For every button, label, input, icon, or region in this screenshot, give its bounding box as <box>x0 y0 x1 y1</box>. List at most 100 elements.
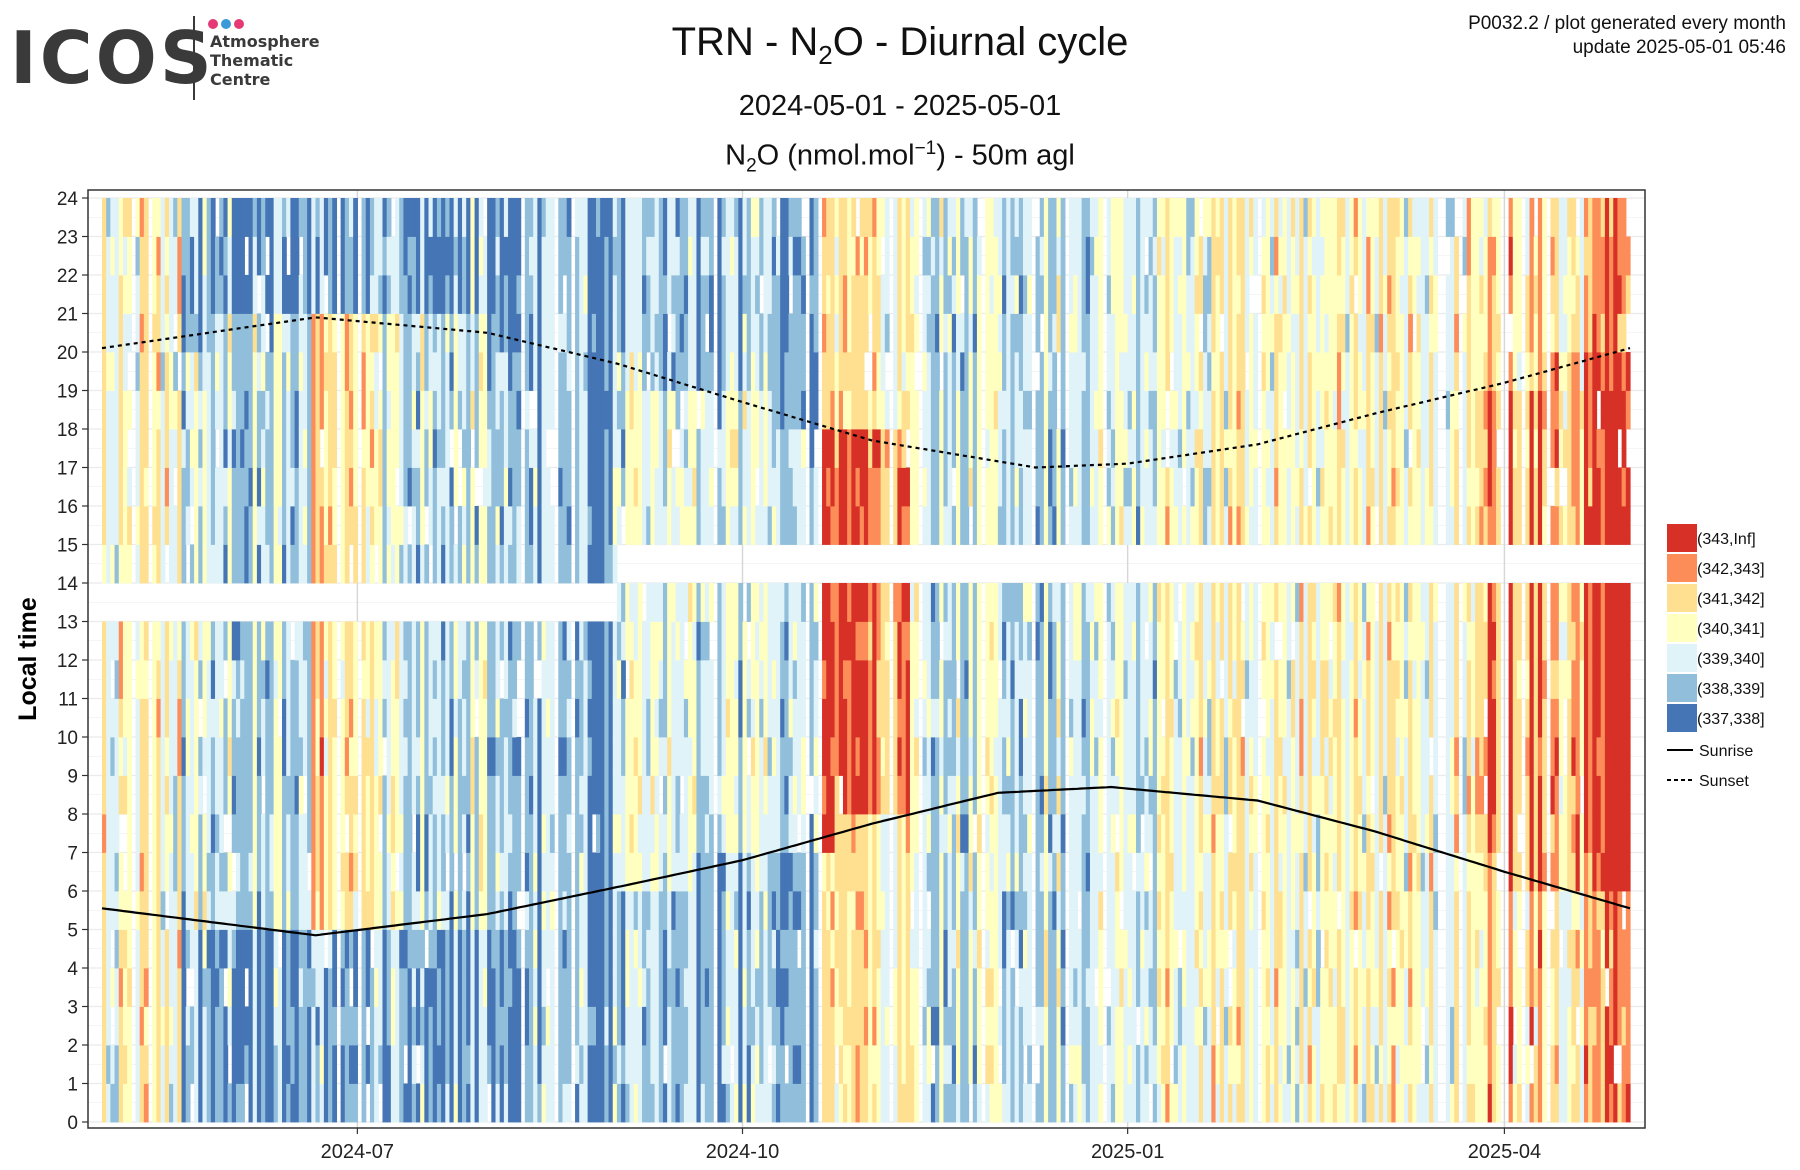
heatmap-cell <box>114 429 120 468</box>
heatmap-cell <box>997 506 1003 545</box>
heatmap-cell <box>328 929 333 969</box>
heatmap-cell <box>164 968 170 1007</box>
heatmap-cell <box>315 814 321 853</box>
heatmap-cell <box>361 660 367 699</box>
heatmap-cell <box>763 737 769 776</box>
heatmap-cell <box>579 236 585 276</box>
heatmap-cell <box>792 236 798 276</box>
logo-divider <box>193 16 195 100</box>
heatmap-cell <box>474 1006 480 1046</box>
heatmap-cell <box>307 1006 312 1046</box>
heatmap-cell <box>114 775 120 815</box>
heatmap-cell <box>667 236 672 276</box>
heatmap-cell <box>118 737 124 776</box>
heatmap-cell <box>206 775 212 815</box>
heatmap-cell <box>671 275 677 314</box>
heatmap-cell <box>261 660 266 699</box>
heatmap-cell <box>503 313 509 353</box>
heatmap-cell <box>964 352 970 391</box>
heatmap-cell <box>642 775 647 815</box>
heatmap-cell <box>813 1083 819 1123</box>
heatmap-cell <box>943 698 949 738</box>
heatmap-cell <box>139 390 145 430</box>
heatmap-cell <box>390 621 396 661</box>
heatmap-cell <box>378 198 384 237</box>
heatmap-cell <box>642 313 647 353</box>
heatmap-cell <box>600 929 605 969</box>
heatmap-cell <box>968 814 974 853</box>
heatmap-cell <box>269 1083 275 1123</box>
heatmap-cell <box>717 891 723 930</box>
heatmap-cell <box>156 737 162 776</box>
heatmap-cell <box>608 891 614 930</box>
heatmap-cell <box>976 1083 982 1123</box>
heatmap-cell <box>612 429 618 468</box>
heatmap-cell <box>595 660 601 699</box>
heatmap-cell <box>575 814 580 853</box>
heatmap-cell <box>746 313 752 353</box>
heatmap-cell <box>457 621 463 661</box>
heatmap-cell <box>491 621 497 661</box>
heatmap-cell <box>612 1006 618 1046</box>
heatmap-cell <box>1035 429 1041 468</box>
heatmap-cell <box>261 852 266 892</box>
heatmap-cell <box>436 544 442 584</box>
heatmap-cell <box>395 814 400 853</box>
heatmap-cell <box>562 1006 568 1046</box>
heatmap-cell <box>277 236 283 276</box>
heatmap-cell <box>374 198 379 237</box>
heatmap-cell <box>562 737 568 776</box>
heatmap-cell <box>859 814 865 853</box>
heatmap-cell <box>629 467 635 507</box>
heatmap-cell <box>248 660 254 699</box>
heatmap-cell <box>269 1006 275 1046</box>
heatmap-cell <box>809 891 815 930</box>
heatmap-cell <box>788 1083 794 1123</box>
heatmap-cell <box>750 1083 756 1123</box>
heatmap-cell <box>399 621 405 661</box>
heatmap-cell <box>541 852 547 892</box>
heatmap-cell <box>369 698 375 738</box>
heatmap-cell <box>177 506 183 545</box>
heatmap-cell <box>746 775 752 815</box>
heatmap-cell <box>315 544 321 584</box>
heatmap-cell <box>512 544 518 584</box>
heatmap-cell <box>587 698 593 738</box>
heatmap-cell <box>1073 852 1079 892</box>
heatmap-cell <box>775 852 781 892</box>
heatmap-cell <box>692 467 698 507</box>
heatmap-cell <box>365 775 371 815</box>
heatmap-cell <box>344 737 350 776</box>
heatmap-cell <box>834 929 840 969</box>
heatmap-cell <box>859 621 865 661</box>
heatmap-cell <box>436 275 442 314</box>
heatmap-cell <box>482 352 488 391</box>
heatmap-cell <box>880 891 886 930</box>
heatmap-cell <box>1043 506 1049 545</box>
heatmap-cell <box>135 968 141 1007</box>
heatmap-cell <box>135 506 141 545</box>
heatmap-cell <box>696 506 702 545</box>
heatmap-cell <box>286 313 291 353</box>
heatmap-cell <box>420 544 425 584</box>
heatmap-cell <box>700 352 706 391</box>
heatmap-cell <box>219 814 225 853</box>
heatmap-cell <box>876 429 882 468</box>
heatmap-cell <box>168 1083 174 1123</box>
heatmap-cell <box>1043 352 1049 391</box>
heatmap-cell <box>487 313 492 353</box>
heatmap-cell <box>1056 1045 1062 1084</box>
heatmap-cell <box>625 891 631 930</box>
heatmap-cell <box>462 506 467 545</box>
heatmap-cell <box>487 275 492 314</box>
heatmap-cell <box>855 698 861 738</box>
heatmap-cell <box>746 698 752 738</box>
heatmap-cell <box>524 698 530 738</box>
heatmap-cell <box>282 929 287 969</box>
heatmap-cell <box>189 737 195 776</box>
heatmap-cell <box>428 852 434 892</box>
heatmap-cell <box>700 1083 706 1123</box>
heatmap-cell <box>868 775 873 815</box>
heatmap-cell <box>700 198 706 237</box>
heatmap-cell <box>909 814 915 853</box>
